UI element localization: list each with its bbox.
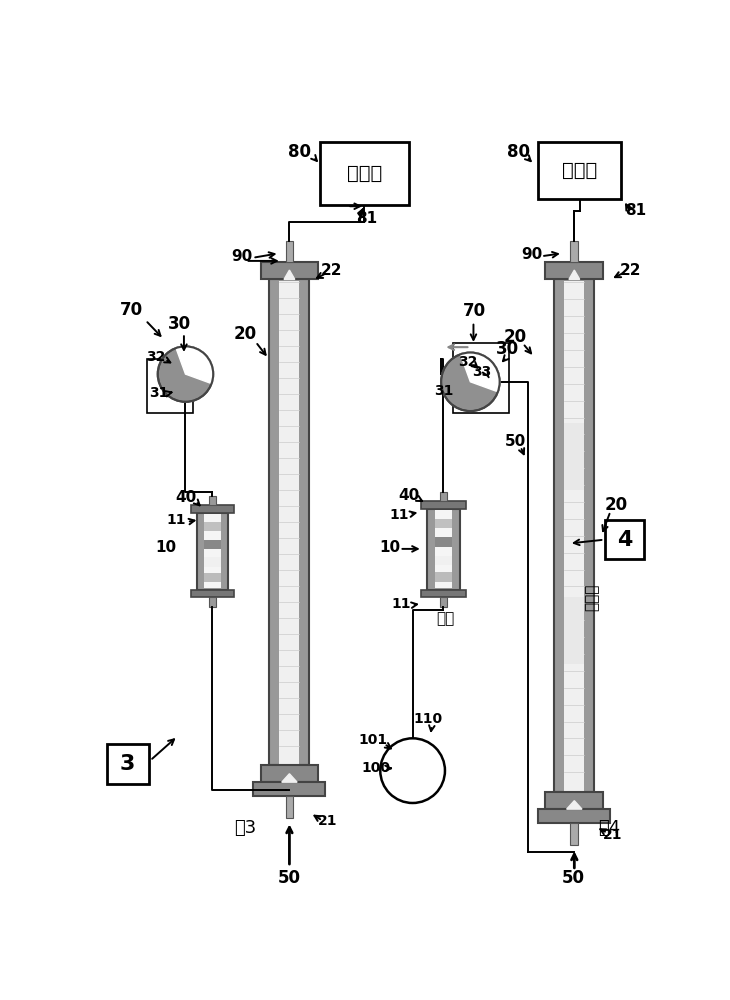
Bar xyxy=(420,501,466,509)
Text: 90: 90 xyxy=(521,247,542,262)
Bar xyxy=(269,279,310,765)
Text: 检测器: 检测器 xyxy=(562,161,597,180)
Circle shape xyxy=(158,346,213,402)
Text: 70: 70 xyxy=(463,302,485,320)
Bar xyxy=(204,522,221,531)
Text: 81: 81 xyxy=(356,211,377,226)
Bar xyxy=(435,556,452,565)
Text: 110: 110 xyxy=(413,712,442,726)
Bar xyxy=(320,142,409,205)
Bar xyxy=(453,343,509,413)
Bar xyxy=(564,423,584,490)
Text: 22: 22 xyxy=(620,263,641,278)
Text: 30: 30 xyxy=(496,340,519,358)
Bar xyxy=(204,540,221,549)
Text: 90: 90 xyxy=(231,249,253,264)
Bar xyxy=(564,281,584,791)
Text: 11: 11 xyxy=(166,513,186,527)
Text: 50: 50 xyxy=(278,869,301,887)
Text: 50: 50 xyxy=(561,869,584,887)
Polygon shape xyxy=(566,801,582,809)
Bar xyxy=(420,590,466,597)
Polygon shape xyxy=(284,270,295,279)
Polygon shape xyxy=(176,346,213,384)
Bar xyxy=(440,597,447,607)
Bar xyxy=(191,590,234,597)
Text: 80: 80 xyxy=(288,143,311,161)
Text: 20: 20 xyxy=(504,328,526,346)
Bar xyxy=(570,823,578,845)
Text: 4: 4 xyxy=(617,530,632,550)
Text: 80: 80 xyxy=(507,143,531,161)
Text: 40: 40 xyxy=(398,488,420,503)
Text: 31: 31 xyxy=(149,386,168,400)
Text: 32: 32 xyxy=(147,350,166,364)
Text: 11: 11 xyxy=(391,597,411,611)
Bar xyxy=(554,279,594,792)
Bar xyxy=(538,142,621,199)
Text: 21: 21 xyxy=(318,814,338,828)
Bar xyxy=(545,792,603,809)
Bar xyxy=(440,492,447,501)
Text: 10: 10 xyxy=(379,540,400,555)
Bar xyxy=(107,744,149,784)
Text: 22: 22 xyxy=(321,263,342,278)
Bar xyxy=(570,241,578,262)
Text: 100: 100 xyxy=(361,761,390,775)
Text: 20: 20 xyxy=(233,325,256,343)
Text: 图3: 图3 xyxy=(234,819,257,837)
Bar xyxy=(538,809,610,823)
Bar xyxy=(605,520,644,559)
Text: 33: 33 xyxy=(472,365,491,379)
Text: 10: 10 xyxy=(155,540,177,555)
Text: 分析柱: 分析柱 xyxy=(585,584,599,611)
Text: 20: 20 xyxy=(605,496,629,514)
Bar xyxy=(435,537,452,547)
Text: 40: 40 xyxy=(175,490,196,505)
Bar xyxy=(197,513,228,590)
Bar xyxy=(191,505,234,513)
Polygon shape xyxy=(461,353,499,392)
Bar xyxy=(285,796,293,818)
Text: 检测器: 检测器 xyxy=(347,164,382,183)
Bar xyxy=(435,510,452,588)
Bar xyxy=(435,519,452,528)
Bar xyxy=(280,281,299,764)
Text: 32: 32 xyxy=(458,355,477,369)
Bar xyxy=(285,241,293,262)
Bar xyxy=(210,496,215,505)
Bar xyxy=(261,765,318,782)
Text: 30: 30 xyxy=(168,315,191,333)
Text: 101: 101 xyxy=(358,733,387,747)
Circle shape xyxy=(441,353,499,411)
Bar xyxy=(427,509,460,590)
Bar xyxy=(147,359,193,413)
Text: 31: 31 xyxy=(434,384,453,398)
Text: 3: 3 xyxy=(120,754,135,774)
Bar xyxy=(210,597,215,607)
Text: 50: 50 xyxy=(504,434,526,449)
Text: 图4: 图4 xyxy=(598,819,620,837)
Polygon shape xyxy=(282,774,297,782)
Bar xyxy=(204,573,221,582)
Polygon shape xyxy=(569,270,580,279)
Text: 11: 11 xyxy=(390,508,410,522)
Text: 70: 70 xyxy=(120,301,143,319)
Text: 21: 21 xyxy=(603,828,623,842)
Bar xyxy=(204,557,221,567)
Bar xyxy=(253,782,326,796)
Bar xyxy=(435,572,452,582)
Text: 捕集: 捕集 xyxy=(437,611,455,626)
Circle shape xyxy=(380,738,445,803)
Text: 81: 81 xyxy=(626,203,647,218)
Bar xyxy=(564,597,584,664)
Bar xyxy=(204,514,221,588)
Bar xyxy=(545,262,603,279)
Bar xyxy=(261,262,318,279)
